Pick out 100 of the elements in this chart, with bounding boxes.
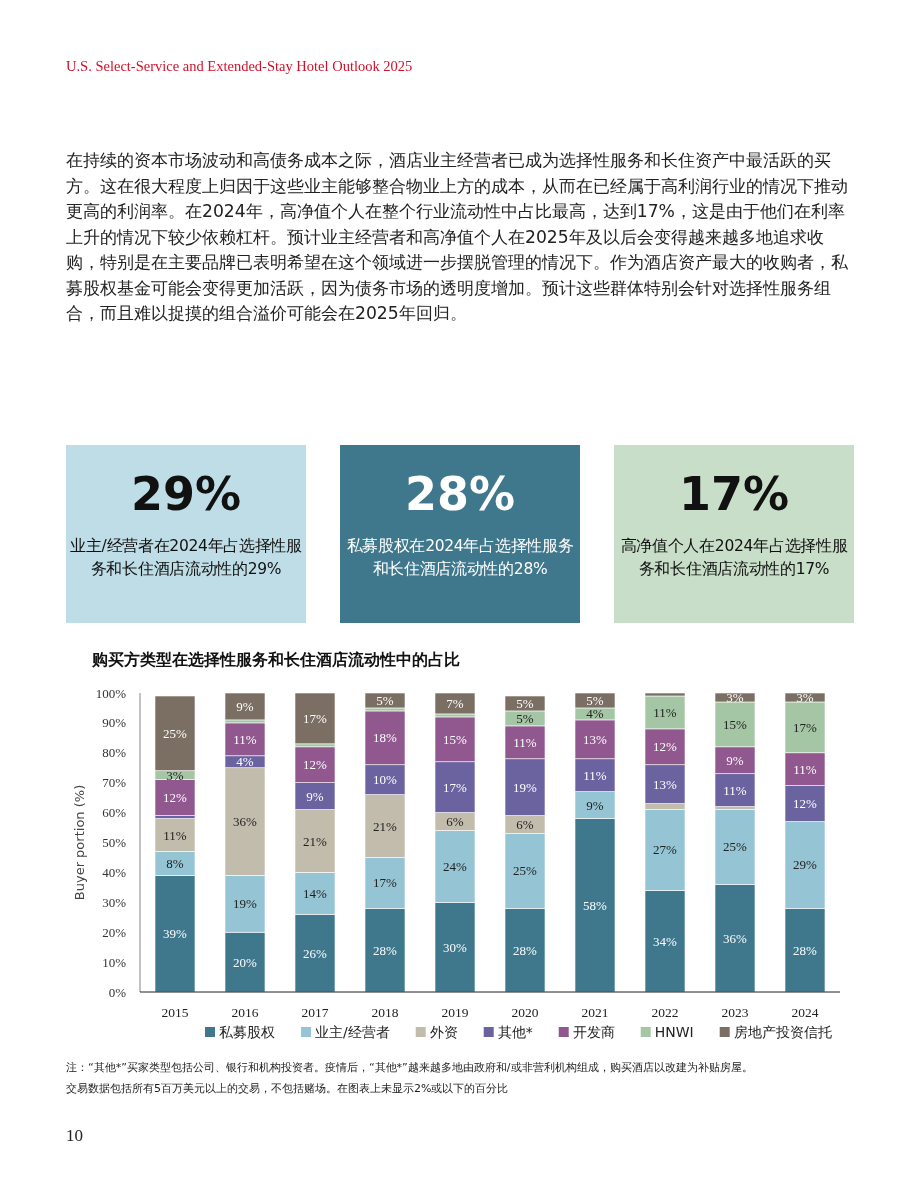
data-label: 15% [443, 731, 468, 747]
x-tick-label: 2023 [721, 1005, 749, 1020]
x-tick-label: 2020 [511, 1005, 539, 1020]
data-label: 25% [723, 839, 748, 855]
data-label: 4% [236, 754, 254, 770]
text: 10 [66, 1126, 83, 1146]
data-label: 3% [166, 767, 184, 783]
text: 在持续的资本市场波动和高债务成本之际，酒店业主经营者已成为选择性服务和长住资产中最活跃的买方。这在很大程度上归因于这些业主能够整合物业上方的成本，从而在已经属于高利润行业的情况下推动更高的利润率。在2024年，高净值个人在整个行业流动性中占比最高，达到17%，这是由于他们在利率上升的情况下较少依赖杠杆。预计业主经营者和高净值个人在2025年及以后会变得越来越多地追求收购，特别是在主要品牌已表明希望在这个领域进一步摆脱管理的情况下。作为酒店资产最大的收购者，私募股权基金可能会变得更加活跃，因为债务市场的透明度增加。预计这些群体特别会针对选择性服务组合，而且难以捉摸的组合溢价可能会在2025年回归。 [66, 149, 849, 325]
x-tick-label: 2018 [371, 1005, 399, 1020]
data-label: 12% [793, 796, 818, 812]
data-label: 17% [373, 875, 398, 891]
chart-title: 购买方类型在选择性服务和长住酒店流动性中的占比 [92, 650, 460, 671]
x-tick-label: 2021 [581, 1005, 609, 1020]
data-label: 5% [516, 710, 534, 726]
data-label: 12% [303, 757, 328, 773]
data-label: 7% [446, 695, 464, 711]
text: 交易数据包括所有5百万美元以上的交易，不包括赌场。在图表上未显示2%或以下的百分比 [66, 1081, 510, 1097]
text: U.S. Select-Service and Extended-Stay Hotel Outlook 2025 [66, 58, 413, 75]
bar [364, 692, 406, 709]
data-label: 26% [303, 945, 328, 961]
data-label: 9% [586, 797, 604, 813]
data-label: 12% [653, 739, 678, 755]
data-label: 36% [723, 930, 748, 946]
data-label: 18% [373, 730, 398, 746]
data-label: 11% [233, 731, 257, 747]
data-label: 5% [376, 692, 394, 708]
y-tick-label: 60% [102, 805, 127, 821]
data-label: 11% [723, 782, 747, 798]
data-label: 8% [166, 855, 184, 871]
x-tick-label: 2015 [161, 1005, 189, 1020]
x-tick-label: 2022 [651, 1005, 679, 1020]
data-label: 11% [513, 734, 537, 750]
data-label: 9% [236, 698, 254, 714]
y-tick-label: 80% [102, 745, 127, 761]
data-label: 17% [303, 710, 328, 726]
y-tick-label: 90% [102, 715, 127, 731]
data-label: 25% [163, 725, 188, 741]
y-tick-label: 40% [102, 864, 127, 880]
data-label: 24% [443, 858, 468, 874]
data-label: 11% [793, 761, 817, 777]
data-label: 6% [516, 817, 534, 833]
data-label: 3% [796, 689, 814, 705]
data-label: 30% [443, 939, 468, 955]
x-tick-label: 2024 [791, 1005, 819, 1020]
data-label: 5% [586, 692, 604, 708]
data-label: 28% [373, 942, 398, 958]
x-tick-label: 2016 [231, 1005, 259, 1020]
data-label: 9% [726, 752, 744, 768]
data-label: 25% [513, 863, 538, 879]
legend-label: 房地产投资信托 [733, 1024, 832, 1040]
text: 业主/经营者在2024年占选择性服务和长住酒店流动性的29% [69, 536, 303, 580]
data-label: 17% [443, 779, 468, 795]
data-label: 39% [163, 926, 188, 942]
bar [434, 692, 476, 715]
data-label: 11% [583, 767, 607, 783]
data-label: 12% [163, 790, 188, 806]
bar [224, 692, 266, 721]
data-label: 19% [233, 896, 258, 912]
data-label: 14% [303, 885, 328, 901]
y-tick-label: 0% [108, 984, 127, 1000]
data-label: 27% [653, 842, 678, 858]
legend-label: 外资 [429, 1024, 458, 1040]
y-tick-label: 100% [95, 685, 127, 701]
data-label: 21% [303, 833, 328, 849]
data-label: 10% [373, 772, 398, 788]
data-label: 4% [586, 706, 604, 722]
y-tick-label: 20% [102, 924, 127, 940]
data-label: 13% [583, 731, 608, 747]
x-tick-label: 2019 [441, 1005, 469, 1020]
legend-label: HNWI [654, 1024, 694, 1040]
data-label: 34% [653, 933, 678, 949]
x-tick-label: 2017 [301, 1005, 329, 1020]
data-label: 17% [793, 719, 818, 735]
data-label: 11% [653, 704, 677, 720]
y-tick-label: 70% [102, 775, 127, 791]
legend-label: 私募股权 [219, 1024, 275, 1040]
y-axis-title: Buyer portion (%) [72, 784, 87, 901]
data-label: 21% [373, 818, 398, 834]
data-label: 29% [793, 857, 818, 873]
text: 高净值个人在2024年占选择性服务和长住酒店流动性的17% [619, 536, 849, 580]
data-label: 28% [793, 942, 818, 958]
y-tick-label: 10% [102, 954, 127, 970]
legend-label: 开发商 [572, 1024, 615, 1040]
data-label: 5% [516, 695, 534, 711]
data-label: 11% [163, 827, 187, 843]
data-label: 19% [513, 779, 538, 795]
data-label: 20% [233, 954, 258, 970]
data-label: 9% [306, 788, 324, 804]
data-label: 36% [233, 814, 258, 830]
text: 注：“其他*”买家类型包括公司、银行和机构投资者。疫情后，“其他*”越来越多地由政府和/或非营利机构组成，购买酒店以改建为补贴房屋。 [66, 1060, 754, 1076]
legend-label: 其他* [497, 1024, 533, 1040]
data-label: 58% [583, 897, 608, 913]
bar [294, 692, 336, 745]
text: 17% [677, 467, 791, 521]
text: 29% [129, 467, 243, 521]
data-label: 15% [723, 716, 748, 732]
legend-label: 业主/经营者 [315, 1024, 390, 1040]
data-label: 13% [653, 776, 678, 792]
data-label: 6% [446, 814, 464, 830]
y-tick-label: 50% [102, 835, 127, 850]
